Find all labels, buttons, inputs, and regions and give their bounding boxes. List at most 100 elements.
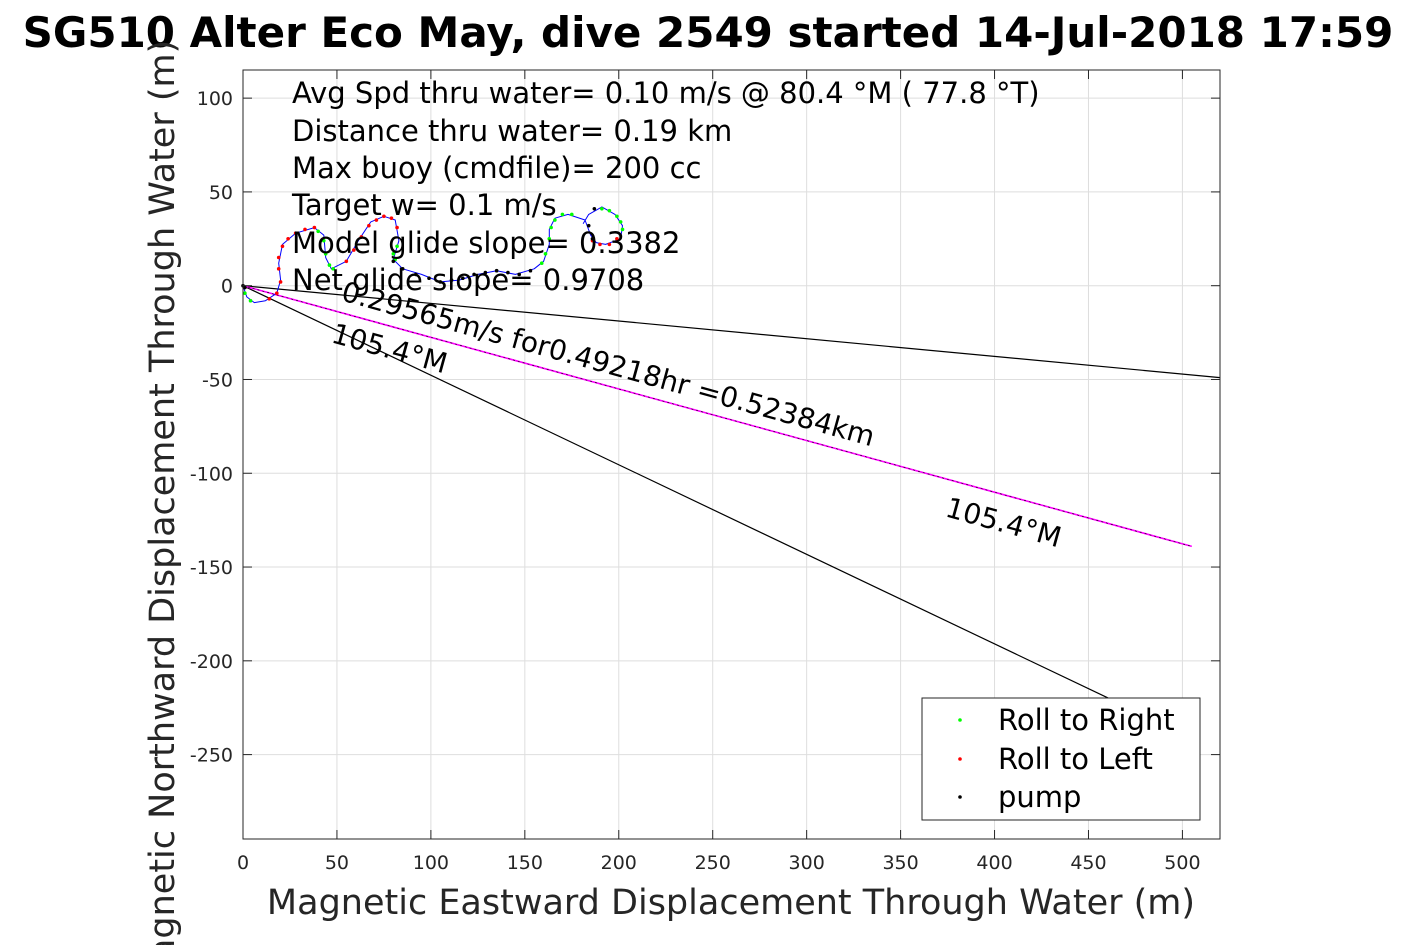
- point-roll-to-left: [293, 231, 298, 235]
- y-tick-label: -50: [202, 369, 233, 391]
- point-roll-to-right: [618, 220, 623, 224]
- point-pump: [590, 237, 595, 241]
- point-pump: [243, 285, 247, 290]
- legend: Roll to Right Roll to Left pump: [921, 697, 1201, 821]
- point-pump: [461, 276, 465, 280]
- legend-marker-roll-right: [958, 718, 962, 722]
- info-distance: Distance thru water= 0.19 km: [292, 114, 732, 148]
- glider-path: [242, 206, 623, 304]
- info-text-block: Avg Spd thru water= 0.10 m/s @ 80.4 °M (…: [291, 76, 1040, 297]
- point-roll-to-left: [598, 242, 602, 247]
- point-roll-to-right: [331, 267, 335, 271]
- point-roll-to-right: [248, 298, 253, 303]
- point-roll-to-left: [389, 216, 394, 220]
- point-pump: [592, 206, 597, 211]
- point-roll-to-right: [327, 263, 332, 267]
- projection-line-dots: [242, 285, 1192, 547]
- x-tick-label: 300: [789, 852, 825, 874]
- x-tick-label: 450: [1070, 852, 1106, 874]
- grid: [242, 70, 1220, 839]
- legend-label-roll-right: Roll to Right: [998, 703, 1175, 737]
- point-pump: [391, 259, 396, 264]
- info-net-glide-slope: Net glide slope= 0.9708: [292, 263, 644, 297]
- x-tick-label: 250: [695, 852, 731, 874]
- info-target-w: Target w= 0.1 m/s: [291, 188, 557, 222]
- point-roll-to-left: [352, 248, 356, 252]
- y-tick-label: 50: [209, 182, 233, 204]
- point-roll-to-left: [267, 297, 272, 301]
- point-roll-to-right: [615, 214, 619, 219]
- point-pump: [427, 276, 431, 280]
- x-tick-label: 0: [237, 852, 249, 874]
- x-tick-label: 50: [325, 852, 349, 874]
- point-pump: [517, 272, 521, 277]
- point-roll-to-left: [276, 255, 281, 260]
- point-roll-to-right: [316, 229, 320, 234]
- point-roll-to-right: [600, 206, 604, 211]
- axes-frame: [242, 69, 1221, 840]
- point-pump: [400, 267, 405, 271]
- y-tick-label: -100: [190, 463, 233, 485]
- x-tick-label: 400: [976, 852, 1012, 874]
- point-roll-to-right: [560, 212, 565, 217]
- legend-marker-roll-left: [958, 757, 962, 761]
- point-roll-to-right: [321, 238, 326, 243]
- point-pump: [528, 268, 533, 273]
- x-tick-label: 350: [882, 852, 918, 874]
- series-pump: [241, 206, 597, 290]
- point-roll-to-left: [275, 291, 279, 295]
- point-roll-to-right: [553, 218, 557, 222]
- point-roll-to-left: [395, 225, 399, 230]
- x-tick-label: 150: [507, 852, 543, 874]
- projection-line: [242, 284, 1193, 548]
- point-pump: [438, 280, 443, 284]
- point-pump: [586, 223, 591, 228]
- point-roll-to-left: [312, 225, 317, 230]
- x-tick-label: 500: [1164, 852, 1200, 874]
- legend-marker-pump: [958, 795, 962, 799]
- heading-line: [242, 285, 1117, 703]
- point-roll-to-right: [620, 227, 625, 232]
- point-pump: [506, 270, 510, 275]
- series-roll-to-right: [243, 206, 625, 303]
- series-roll-to-left: [267, 214, 619, 301]
- point-roll-to-right: [395, 244, 399, 249]
- legend-box: [921, 697, 1201, 821]
- heading-lines: [242, 285, 1221, 703]
- point-roll-to-left: [344, 259, 349, 264]
- y-tick-label: -250: [190, 745, 233, 767]
- axis-ticks: 0 50 100 150 200 250 300 350 400 450 500100500-50-…: [190, 70, 1220, 874]
- legend-label-roll-left: Roll to Left: [998, 742, 1153, 776]
- point-roll-to-right: [543, 252, 548, 256]
- point-roll-to-right: [243, 291, 247, 295]
- data-points: [241, 206, 625, 303]
- y-axis-label: Magnetic Northward Displacement Through …: [143, 40, 183, 945]
- info-avg-speed: Avg Spd thru water= 0.10 m/s @ 80.4 °M (…: [292, 76, 1040, 110]
- point-roll-to-right: [323, 252, 328, 256]
- glider-track-line: [242, 206, 623, 304]
- x-tick-label: 200: [601, 852, 637, 874]
- y-tick-label: 0: [221, 276, 233, 298]
- point-roll-to-left: [276, 267, 281, 271]
- heading-label-lower: 105.4°M: [942, 491, 1065, 554]
- legend-label-pump: pump: [998, 780, 1081, 814]
- chart-title: SG510 Alter Eco May, dive 2549 started 1…: [23, 8, 1394, 57]
- point-roll-to-right: [391, 252, 396, 256]
- x-axis-label: Magnetic Eastward Displacement Through W…: [267, 883, 1195, 923]
- point-pump: [414, 272, 418, 277]
- info-max-buoy: Max buoy (cmdfile)= 200 cc: [292, 151, 701, 185]
- point-roll-to-left: [278, 280, 283, 284]
- point-pump: [494, 268, 499, 273]
- point-roll-to-left: [303, 227, 307, 232]
- y-tick-label: -150: [190, 557, 233, 579]
- point-roll-to-left: [382, 214, 386, 219]
- info-model-glide-slope: Model glide slope= 0.3382: [292, 226, 680, 260]
- x-tick-label: 100: [413, 852, 449, 874]
- point-roll-to-left: [359, 235, 364, 239]
- point-roll-to-right: [549, 225, 553, 230]
- point-roll-to-left: [280, 244, 285, 249]
- point-roll-to-left: [615, 237, 619, 241]
- point-roll-to-left: [286, 237, 290, 241]
- point-roll-to-left: [607, 242, 612, 247]
- point-roll-to-right: [607, 208, 612, 213]
